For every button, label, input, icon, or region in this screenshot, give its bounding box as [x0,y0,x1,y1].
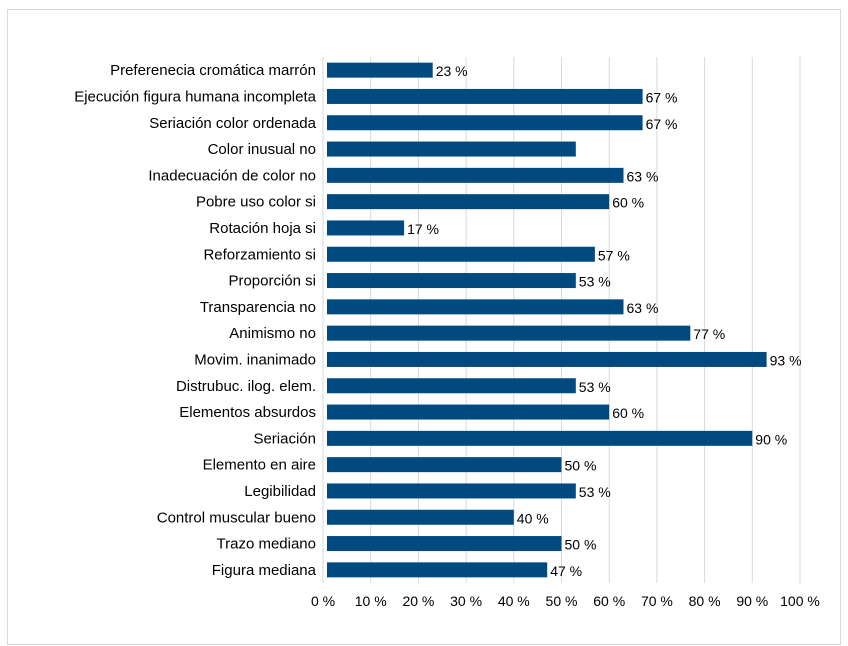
category-label: Reforzamiento si [203,246,316,263]
x-tick-label: 80 % [689,593,721,609]
category-label: Color inusual no [208,141,316,158]
data-label: 53 % [579,274,611,290]
bar [327,115,643,131]
bar [327,404,610,420]
gridlines [322,57,801,583]
category-label: Seriación color ordenada [149,115,316,132]
data-label: 50 % [565,458,597,474]
bar [327,483,576,499]
x-tick-labels: 0 % 10 % 20 % 30 % 40 % 50 % 60 % 70 % 80 % 90 % 1… [311,593,820,609]
data-labels: 23 % 67 % 67 % 63 % 60 % 17 % 57 % 53 % 63 % 77 %… [407,63,801,579]
x-tick-label: 40 % [498,593,530,609]
category-label: Proporción si [228,273,316,290]
data-label: 93 % [770,352,802,368]
bar [327,194,610,210]
bar [327,88,643,104]
x-tick-label: 90 % [736,593,768,609]
bar [327,509,514,525]
x-tick-label: 70 % [641,593,673,609]
data-label: 50 % [565,537,597,553]
bars [327,62,767,578]
category-label: Legibilidad [244,483,316,500]
category-label: Control muscular bueno [157,509,316,526]
data-label: 60 % [612,195,644,211]
category-label: Pobre uso color si [196,194,316,211]
category-label: Ejecución figura humana incompleta [74,88,316,105]
bar [327,246,595,262]
bar [327,273,576,289]
bar [327,325,691,341]
x-tick-label: 0 % [311,593,335,609]
category-label: Rotación hoja si [209,220,316,237]
category-label: Elemento en aire [203,457,316,474]
x-tick-label: 60 % [593,593,625,609]
category-labels: Preferenecia cromática marrón Ejecución f… [74,62,316,579]
category-label: Distrubuc. ilog. elem. [176,378,316,395]
bar [327,536,562,552]
category-label: Figura mediana [212,562,317,579]
category-label: Transparencia no [200,299,316,316]
x-tick-label: 20 % [402,593,434,609]
category-label: Movim. inanimado [194,351,316,368]
data-label: 67 % [646,89,678,105]
data-label: 17 % [407,221,439,237]
bar [327,378,576,394]
bar [327,220,405,236]
data-label: 57 % [598,247,630,263]
bar [327,457,562,473]
x-tick-label: 10 % [355,593,387,609]
data-label: 63 % [627,168,659,184]
data-label: 53 % [579,484,611,500]
data-label: 23 % [436,63,468,79]
bar [327,430,753,446]
bar [327,141,576,157]
data-label: 53 % [579,379,611,395]
category-label: Elementos absurdos [179,404,316,421]
category-label: Animismo no [229,325,316,342]
data-label: 63 % [627,300,659,316]
data-label: 40 % [517,510,549,526]
x-tick-label: 100 % [780,593,820,609]
category-label: Seriación [253,430,316,447]
bar [327,62,433,78]
bar [327,167,624,183]
bar [327,351,767,367]
x-tick-label: 50 % [546,593,578,609]
data-label: 77 % [693,326,725,342]
data-label: 47 % [550,563,582,579]
bar [327,299,624,315]
bar [327,562,548,578]
category-label: Inadecuación de color no [148,167,316,184]
category-label: Preferenecia cromática marrón [110,62,316,79]
data-label: 90 % [755,431,787,447]
x-tick-label: 30 % [450,593,482,609]
category-label: Trazo mediano [217,536,317,553]
data-label: 67 % [646,116,678,132]
data-label: 60 % [612,405,644,421]
